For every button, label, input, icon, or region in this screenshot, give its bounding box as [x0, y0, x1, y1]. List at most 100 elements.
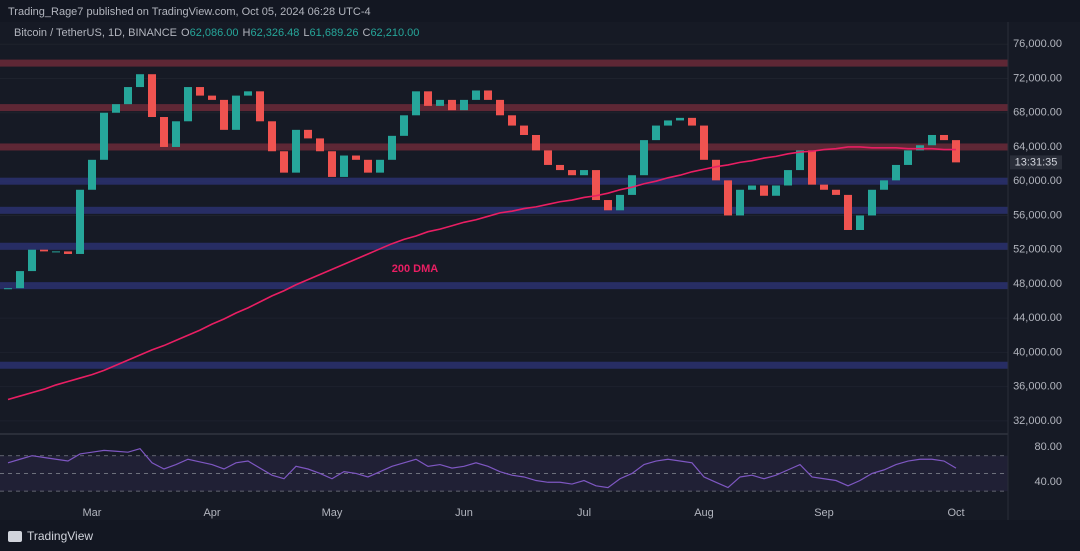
candle — [232, 95, 240, 130]
y-tick-label: 52,000.00 — [1013, 244, 1062, 256]
x-tick-label: Jun — [455, 507, 473, 519]
ohlc-value: 62,210.00 — [370, 27, 419, 39]
candle — [808, 150, 816, 185]
y-tick-label: 44,000.00 — [1013, 312, 1062, 324]
candle — [856, 215, 864, 230]
candle — [820, 184, 828, 190]
candle — [616, 194, 624, 211]
candle — [904, 150, 912, 165]
candle — [772, 185, 780, 196]
y-tick-label: 48,000.00 — [1013, 278, 1062, 290]
candle — [532, 134, 540, 151]
moving-average — [7, 146, 956, 401]
candle — [556, 164, 564, 171]
candle — [784, 170, 792, 186]
candle — [124, 87, 132, 105]
candle — [460, 99, 468, 111]
x-tick-label: May — [322, 507, 343, 519]
candle — [868, 189, 876, 216]
candle — [208, 95, 216, 100]
rsi-line — [7, 447, 957, 489]
ohlc-value: 62,086.00 — [190, 27, 239, 39]
y-tick-label: 56,000.00 — [1013, 209, 1062, 221]
logo-mark — [8, 531, 22, 542]
candle — [76, 189, 84, 254]
countdown: 13:31:35 — [1015, 156, 1058, 168]
candle — [148, 74, 156, 118]
candle — [280, 151, 288, 173]
candle — [88, 159, 96, 190]
level-band — [0, 206, 1008, 214]
ohlc-label: L — [303, 27, 309, 39]
chart-area — [0, 22, 1080, 520]
candle — [436, 99, 444, 106]
candle — [748, 185, 756, 190]
candle — [844, 194, 852, 230]
candle — [736, 189, 744, 216]
candle — [880, 180, 888, 190]
level-band — [0, 143, 1008, 151]
candle — [952, 140, 960, 163]
candle — [520, 125, 528, 135]
candle — [508, 115, 516, 126]
candle — [628, 175, 636, 195]
symbol: Bitcoin / TetherUS, 1D, BINANCE — [14, 27, 177, 39]
candle — [220, 99, 228, 130]
candle — [652, 125, 660, 141]
candle — [712, 159, 720, 181]
candle — [100, 112, 108, 160]
candle — [568, 170, 576, 176]
candle — [424, 91, 432, 106]
candle — [364, 159, 372, 173]
candle — [388, 135, 396, 160]
candle — [244, 91, 252, 96]
price-tag — [1010, 155, 1062, 170]
y-tick-label: 72,000.00 — [1013, 72, 1062, 84]
candle — [472, 90, 480, 100]
rsi-tick-label: 80.00 — [1034, 441, 1062, 453]
legend: Bitcoin / TetherUS, 1D, BINANCE O62,086.0… — [14, 27, 419, 39]
candle — [448, 99, 456, 111]
level-band — [0, 361, 1008, 369]
ohlc-label: C — [362, 27, 370, 39]
x-tick-label: Jul — [577, 507, 591, 519]
candle — [16, 271, 24, 289]
candle — [496, 99, 504, 116]
brand-name: TradingView — [27, 529, 93, 543]
candle — [592, 170, 600, 201]
candle — [4, 288, 12, 290]
level-band — [0, 59, 1008, 67]
y-tick-label: 60,000.00 — [1013, 175, 1062, 187]
candle — [640, 140, 648, 176]
candle — [304, 129, 312, 139]
ohlc-label: H — [243, 27, 251, 39]
candle — [544, 150, 552, 165]
candle — [316, 138, 324, 152]
candle — [52, 251, 60, 253]
candle — [580, 170, 588, 176]
candle — [412, 91, 420, 116]
level-band — [0, 242, 1008, 250]
candle — [676, 117, 684, 121]
candle — [892, 164, 900, 181]
y-tick-label: 64,000.00 — [1013, 141, 1062, 153]
y-tick-label: 32,000.00 — [1013, 415, 1062, 427]
candle — [664, 120, 672, 126]
candle — [172, 121, 180, 147]
candle — [340, 155, 348, 177]
candle — [184, 87, 192, 122]
plot-layer: 32,000.00 36,000.00 40,000.00 44,000.00 48,0… — [0, 38, 1062, 519]
x-tick-label: Mar — [83, 507, 102, 519]
candle — [376, 159, 384, 173]
candle — [484, 90, 492, 100]
candle — [28, 249, 36, 272]
candle — [796, 150, 804, 171]
ohlc-value: 61,689.26 — [310, 27, 359, 39]
ohlc-label: O — [181, 27, 190, 39]
candle — [112, 104, 120, 113]
candle — [916, 145, 924, 151]
x-tick-label: Aug — [694, 507, 714, 519]
candle — [64, 251, 72, 254]
